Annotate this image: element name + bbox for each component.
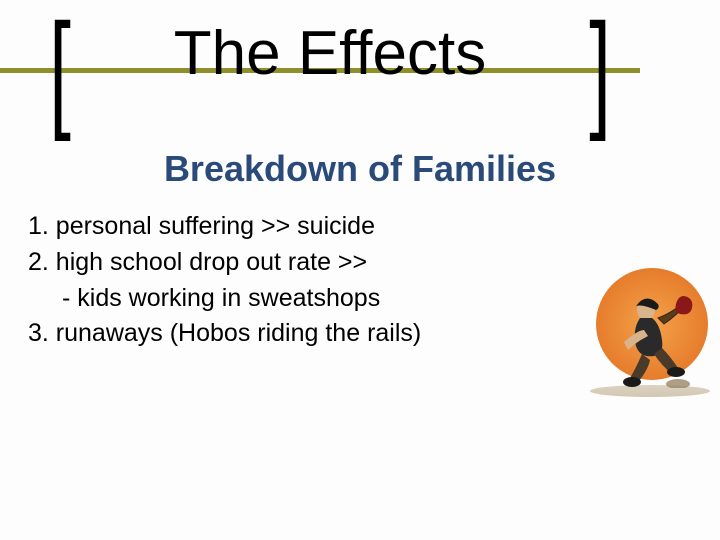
body-line-4: 3. runaways (Hobos riding the rails) [28,317,558,351]
hobo-figure-icon [606,288,696,388]
slide: [ ] The Effects Breakdown of Families 1.… [0,0,720,540]
slide-subtitle: Breakdown of Families [0,148,720,190]
bracket-right-icon: ] [589,4,611,134]
body-line-1: 1. personal suffering >> suicide [28,210,558,244]
body-line-3: - kids working in sweatshops [28,282,558,316]
hobo-illustration [584,250,714,410]
body-line-2: 2. high school drop out rate >> [28,246,558,280]
bracket-left-icon: [ [49,4,71,134]
title-region: [ ] The Effects [0,12,720,122]
body-text: 1. personal suffering >> suicide 2. high… [28,210,558,353]
slide-title: The Effects [90,18,570,89]
